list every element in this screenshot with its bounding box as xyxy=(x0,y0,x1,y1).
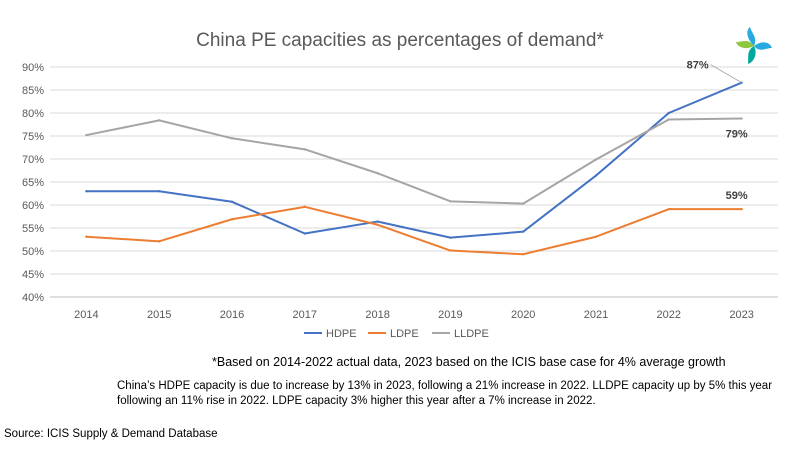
series-line-ldpe xyxy=(85,205,743,256)
data-point-hdpe xyxy=(449,236,452,239)
series-line-hdpe xyxy=(85,81,743,239)
data-point-hdpe xyxy=(230,200,234,203)
data-point-hdpe xyxy=(158,190,161,193)
data-point-hdpe xyxy=(522,230,525,233)
x-tick-label: 2014 xyxy=(74,309,98,321)
data-point-lldpe xyxy=(376,172,379,175)
y-tick-label: 80% xyxy=(22,108,44,120)
annotation-label-ldpe: 59% xyxy=(726,190,748,202)
data-point-ldpe xyxy=(376,223,379,226)
x-tick-label: 2017 xyxy=(293,309,317,321)
data-annotations: 87% 79% 59% xyxy=(687,60,748,203)
y-tick-label: 45% xyxy=(22,269,44,281)
annotation-leader-line xyxy=(710,64,742,83)
x-tick-label: 2015 xyxy=(147,309,171,321)
legend: HDPE LDPE LLDPE xyxy=(304,328,489,340)
data-point-hdpe xyxy=(594,174,598,177)
data-point-ldpe xyxy=(303,205,306,209)
legend-label-hdpe: HDPE xyxy=(326,328,357,340)
line-chart: 40%45%50%55%60%65%70%75%80%85%90% 2014 20… xyxy=(22,60,778,340)
data-point-lldpe xyxy=(594,158,598,161)
data-point-hdpe xyxy=(85,190,88,193)
y-tick-label: 75% xyxy=(22,131,44,143)
annotation-label-hdpe: 87% xyxy=(687,60,709,72)
chart-title: China PE capacities as percentages of de… xyxy=(196,30,604,51)
data-point-ldpe xyxy=(522,253,525,256)
data-point-ldpe xyxy=(667,207,670,211)
series-line-lldpe xyxy=(85,117,743,205)
y-tick-label: 85% xyxy=(22,85,44,97)
annotation-label-lldpe: 79% xyxy=(726,129,748,141)
logo-petal-right xyxy=(754,42,772,50)
logo-petal-left xyxy=(736,41,754,49)
data-point-lldpe xyxy=(667,118,670,121)
x-tick-label: 2023 xyxy=(729,309,753,321)
data-point-ldpe xyxy=(449,249,452,252)
data-point-ldpe xyxy=(158,240,161,243)
data-point-lldpe xyxy=(85,133,88,137)
chart-footnote: *Based on 2014-2022 actual data, 2023 ba… xyxy=(212,355,726,369)
y-tick-label: 90% xyxy=(22,62,44,74)
chart-summary: China’s HDPE capacity is due to increase… xyxy=(117,380,773,407)
company-logo-icon xyxy=(736,27,772,64)
data-point-ldpe xyxy=(230,218,234,221)
legend-label-ldpe: LDPE xyxy=(390,328,419,340)
x-tick-label: 2019 xyxy=(438,309,462,321)
gridlines xyxy=(50,66,778,298)
y-tick-label: 55% xyxy=(22,223,44,235)
data-point-ldpe xyxy=(594,235,598,238)
x-axis-ticks: 2014 2015 2016 2017 2018 2019 2020 2021 2022 2023 xyxy=(74,309,754,321)
y-tick-label: 65% xyxy=(22,177,44,189)
legend-label-lldpe: LLDPE xyxy=(454,328,489,340)
data-point-hdpe xyxy=(376,220,379,223)
y-tick-label: 60% xyxy=(22,200,44,212)
y-tick-label: 50% xyxy=(22,246,44,258)
data-point-hdpe xyxy=(667,111,670,115)
y-tick-label: 70% xyxy=(22,154,44,166)
data-point-lldpe xyxy=(740,117,743,120)
data-point-lldpe xyxy=(449,200,452,203)
data-point-lldpe xyxy=(303,148,306,151)
data-point-lldpe xyxy=(230,137,234,140)
logo-petal-top xyxy=(747,27,756,46)
x-tick-label: 2021 xyxy=(584,309,608,321)
x-tick-label: 2020 xyxy=(511,309,535,321)
data-point-ldpe xyxy=(85,235,88,238)
data-point-lldpe xyxy=(158,119,161,122)
source-note: Source: ICIS Supply & Demand Database xyxy=(4,428,218,440)
y-tick-label: 40% xyxy=(22,292,44,304)
data-point-hdpe xyxy=(303,232,306,235)
x-tick-label: 2016 xyxy=(220,309,244,321)
data-point-ldpe xyxy=(740,207,743,211)
series-lines xyxy=(85,81,743,256)
data-point-lldpe xyxy=(522,202,525,205)
logo-petal-bottom xyxy=(748,46,756,64)
x-tick-label: 2022 xyxy=(657,309,681,321)
x-tick-label: 2018 xyxy=(365,309,389,321)
y-axis-ticks: 40% 45% 50% 55% 60% 65% 70% 75% 80% 85% 90% xyxy=(22,62,44,304)
